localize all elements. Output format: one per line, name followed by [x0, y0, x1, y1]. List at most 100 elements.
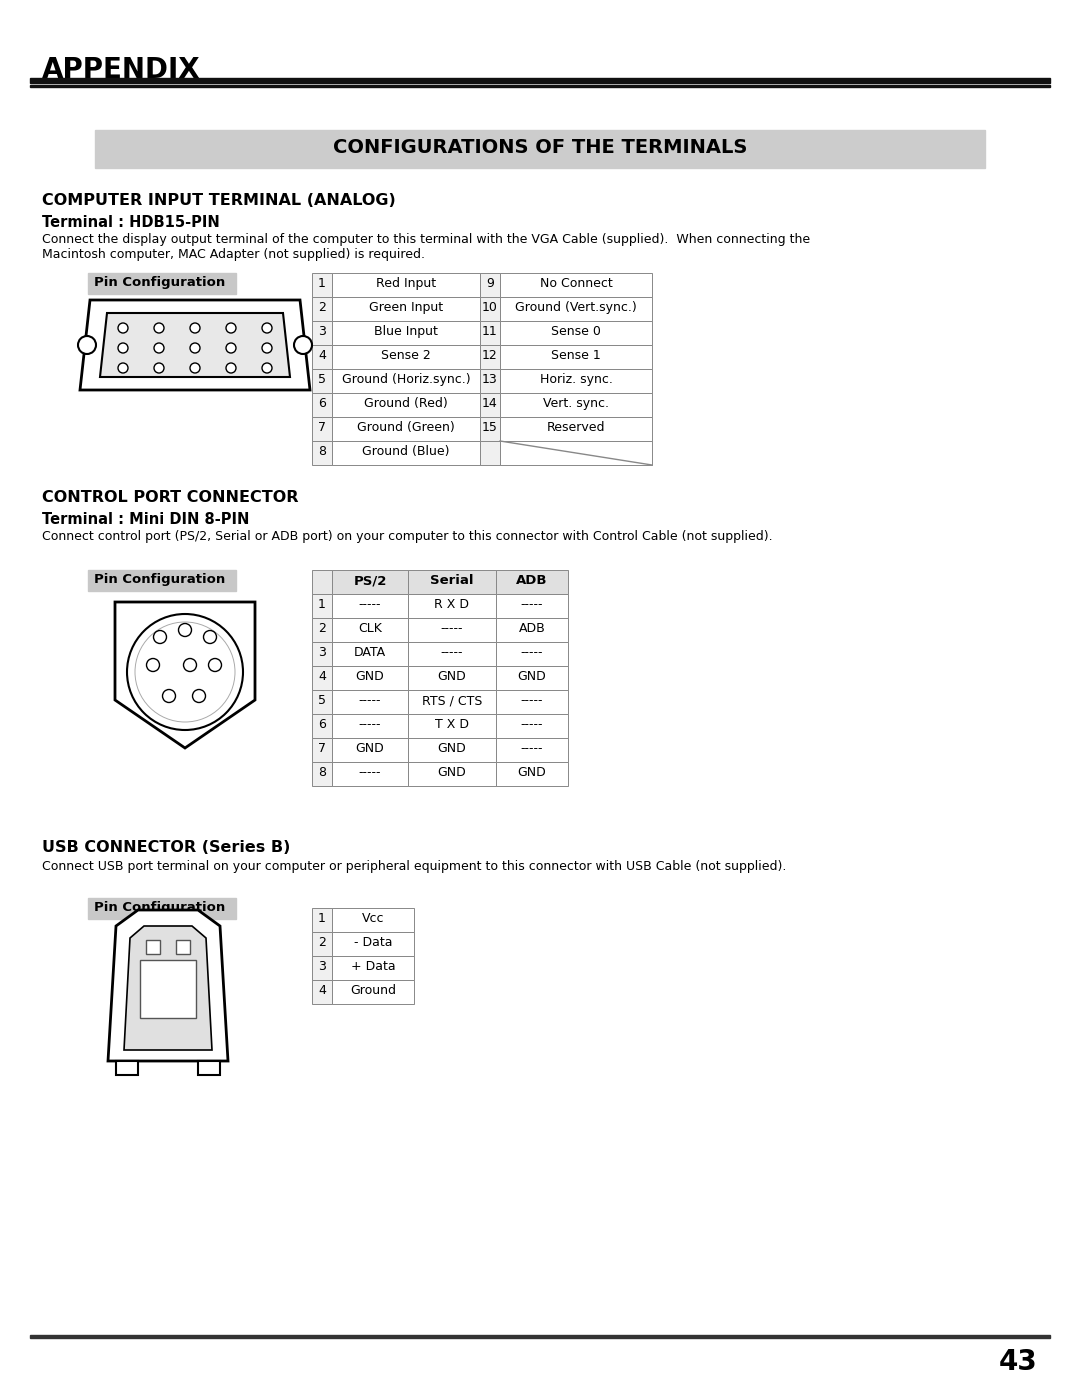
- Text: PS/2: PS/2: [353, 574, 387, 587]
- Text: 6: 6: [121, 341, 125, 346]
- Text: Reserved: Reserved: [546, 420, 605, 434]
- Circle shape: [262, 344, 272, 353]
- Text: 15: 15: [482, 420, 498, 434]
- Text: 9: 9: [486, 277, 494, 291]
- Bar: [500, 345, 652, 369]
- Bar: [332, 416, 480, 441]
- Bar: [500, 298, 652, 321]
- Text: 8: 8: [158, 629, 162, 637]
- Text: 4: 4: [229, 321, 233, 327]
- Text: 12: 12: [482, 349, 498, 362]
- Text: Serial: Serial: [430, 574, 474, 587]
- Text: Sense 0: Sense 0: [551, 326, 600, 338]
- Bar: [312, 594, 332, 617]
- Text: Ground: Ground: [350, 983, 396, 997]
- Bar: [312, 761, 332, 787]
- Bar: [332, 714, 408, 738]
- Text: 1: 1: [319, 912, 326, 925]
- Text: -----: -----: [521, 694, 543, 707]
- Bar: [332, 738, 408, 761]
- Text: 3: 3: [319, 326, 326, 338]
- Bar: [198, 1060, 220, 1076]
- Text: RTS / CTS: RTS / CTS: [422, 694, 482, 707]
- Text: GND: GND: [437, 671, 467, 683]
- Bar: [408, 666, 496, 690]
- Bar: [332, 321, 480, 345]
- Text: Ground (Blue): Ground (Blue): [362, 446, 449, 458]
- Text: 4: 4: [188, 657, 192, 665]
- Text: 3: 3: [192, 321, 198, 327]
- Text: 13: 13: [482, 373, 498, 386]
- Circle shape: [135, 622, 235, 722]
- Text: 11: 11: [119, 360, 127, 367]
- Bar: [408, 761, 496, 787]
- Text: ADB: ADB: [516, 574, 548, 587]
- Text: GND: GND: [355, 671, 384, 683]
- Text: Sense 2: Sense 2: [381, 349, 431, 362]
- Circle shape: [226, 363, 237, 373]
- Text: CONTROL PORT CONNECTOR: CONTROL PORT CONNECTOR: [42, 490, 298, 504]
- Bar: [332, 617, 408, 643]
- Bar: [87, 898, 237, 919]
- Bar: [332, 298, 480, 321]
- Text: 10: 10: [262, 341, 271, 346]
- Circle shape: [118, 344, 129, 353]
- Bar: [312, 738, 332, 761]
- Bar: [312, 272, 332, 298]
- Text: T X D: T X D: [435, 718, 469, 731]
- Text: -----: -----: [521, 718, 543, 731]
- Text: Green Input: Green Input: [369, 300, 443, 314]
- Text: -----: -----: [359, 766, 381, 780]
- Text: 7: 7: [318, 420, 326, 434]
- Text: 2: 2: [157, 321, 161, 327]
- Bar: [496, 643, 568, 666]
- Text: 9: 9: [229, 341, 233, 346]
- Text: 6: 6: [207, 629, 213, 637]
- Bar: [496, 617, 568, 643]
- Bar: [312, 441, 332, 465]
- Bar: [30, 85, 1050, 87]
- Text: 4: 4: [319, 349, 326, 362]
- Bar: [116, 1060, 138, 1076]
- Text: 43: 43: [999, 1348, 1038, 1376]
- Text: GND: GND: [517, 671, 546, 683]
- Polygon shape: [108, 909, 228, 1060]
- Text: 11: 11: [482, 326, 498, 338]
- Text: COMPUTER INPUT TERMINAL (ANALOG): COMPUTER INPUT TERMINAL (ANALOG): [42, 193, 395, 208]
- Text: No Connect: No Connect: [540, 277, 612, 291]
- Polygon shape: [124, 926, 212, 1051]
- Bar: [30, 78, 1050, 82]
- Bar: [312, 714, 332, 738]
- Text: 10: 10: [482, 300, 498, 314]
- Text: Vert. sync.: Vert. sync.: [543, 397, 609, 409]
- Text: 4: 4: [319, 671, 326, 683]
- Bar: [332, 690, 408, 714]
- Bar: [408, 714, 496, 738]
- Text: 5: 5: [318, 694, 326, 707]
- Bar: [87, 272, 237, 293]
- Text: 1: 1: [319, 277, 326, 291]
- Text: 1: 1: [121, 321, 125, 327]
- Bar: [500, 393, 652, 416]
- Text: 4: 4: [319, 983, 326, 997]
- Bar: [332, 594, 408, 617]
- Circle shape: [154, 344, 164, 353]
- Circle shape: [127, 615, 243, 731]
- Bar: [408, 617, 496, 643]
- Text: 15: 15: [262, 360, 271, 367]
- Text: 14: 14: [227, 360, 235, 367]
- Text: Ground (Red): Ground (Red): [364, 397, 448, 409]
- Text: 7: 7: [157, 341, 161, 346]
- Circle shape: [226, 344, 237, 353]
- Bar: [480, 272, 500, 298]
- Text: GND: GND: [355, 742, 384, 754]
- Bar: [146, 940, 160, 954]
- Bar: [312, 345, 332, 369]
- Bar: [332, 345, 480, 369]
- Circle shape: [192, 690, 205, 703]
- Bar: [332, 981, 414, 1004]
- Bar: [496, 738, 568, 761]
- Text: -----: -----: [359, 694, 381, 707]
- Text: -----: -----: [359, 718, 381, 731]
- Bar: [332, 272, 480, 298]
